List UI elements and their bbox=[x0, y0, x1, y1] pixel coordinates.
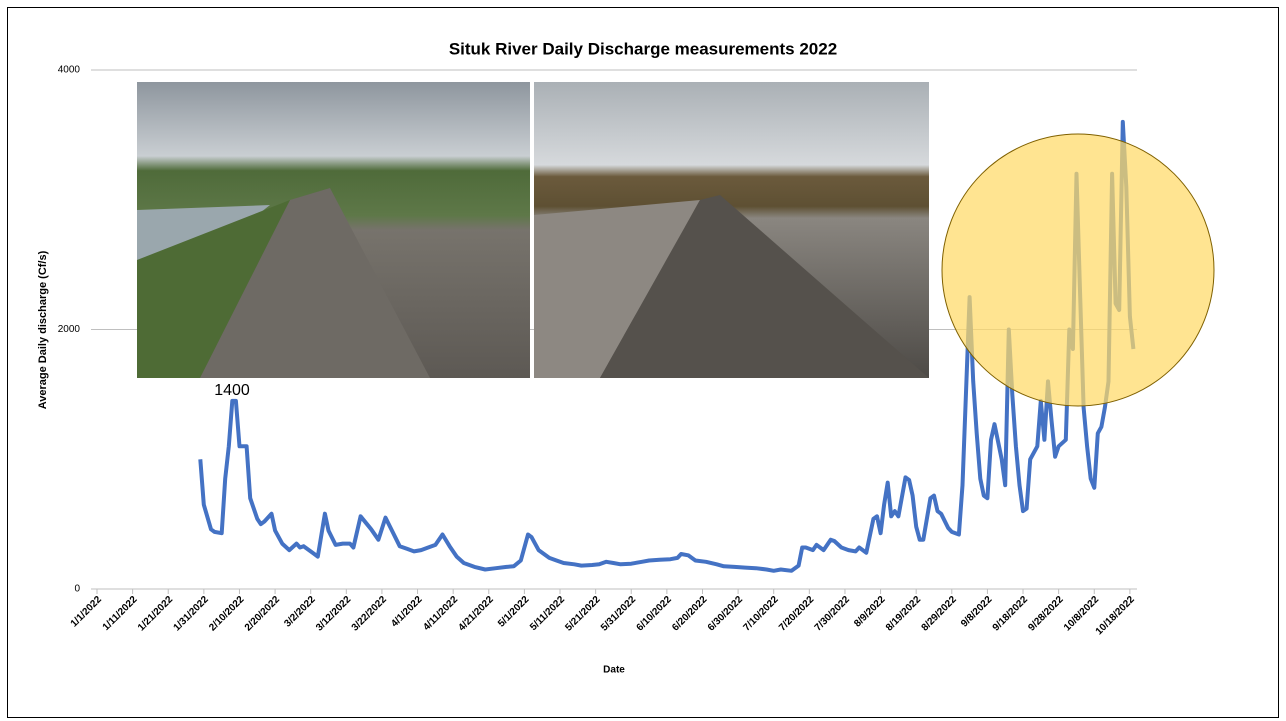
y-axis-label: Average Daily discharge (Cf/s) bbox=[37, 250, 49, 409]
y-tick-label: 0 bbox=[74, 584, 80, 595]
chart: Situk River Daily Discharge measurements… bbox=[0, 0, 1286, 721]
x-axis-label: Date bbox=[603, 665, 625, 676]
highlight-circle bbox=[942, 134, 1214, 406]
y-tick-label: 2000 bbox=[58, 324, 81, 335]
y-tick-label: 4000 bbox=[58, 65, 81, 76]
chart-title: Situk River Daily Discharge measurements… bbox=[449, 39, 837, 58]
annotation: 1400 bbox=[214, 382, 250, 399]
